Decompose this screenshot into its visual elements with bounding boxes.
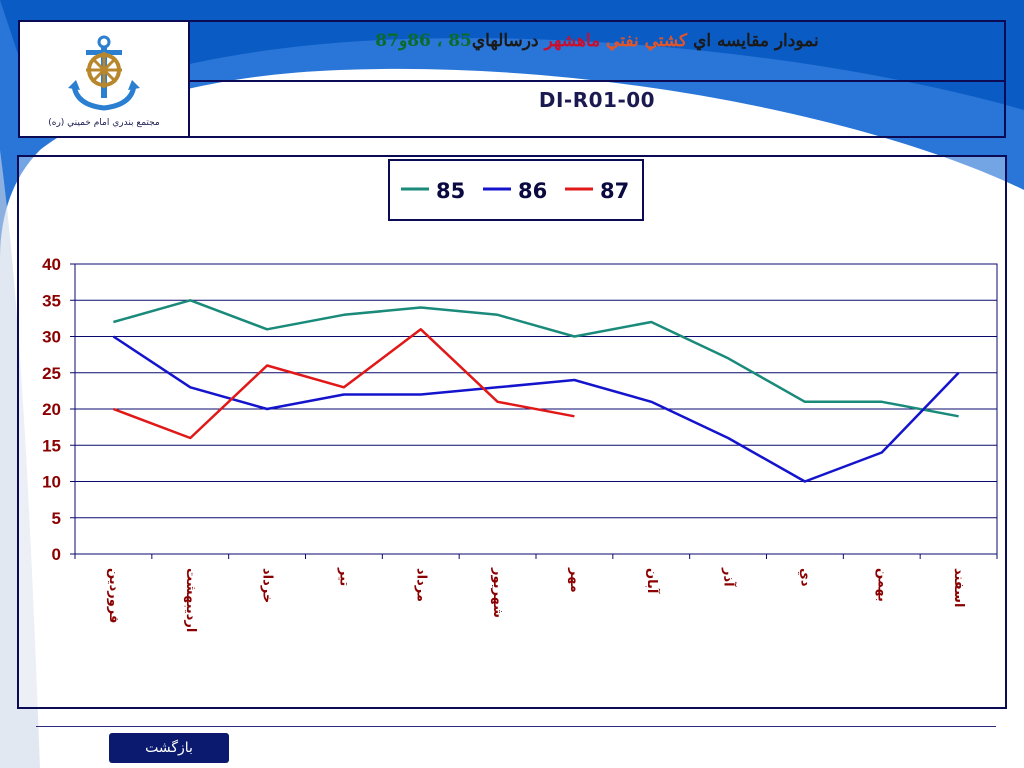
title-part-1: نمودار مقايسه اي xyxy=(687,31,819,51)
series-line-86 xyxy=(112,335,960,483)
y-tick-label: 25 xyxy=(42,364,61,383)
x-tick-label: آذر xyxy=(721,567,738,587)
x-tick-label: بهمن xyxy=(874,568,889,602)
back-button[interactable]: بازگشت xyxy=(109,733,229,763)
x-tick-label: خرداد xyxy=(260,568,275,603)
header-panel: مجتمع بندري امام خميني (ره) نمودار مقايس… xyxy=(18,20,1006,138)
series-line-85 xyxy=(113,299,959,418)
x-tick-label: فروردين xyxy=(106,568,121,623)
x-tick-label: ارديبهشت xyxy=(183,568,198,632)
title-part-4: درسالهاي xyxy=(471,31,539,51)
y-tick-label: 15 xyxy=(42,436,61,455)
y-tick-label: 10 xyxy=(42,473,61,492)
legend-label-87: 87 xyxy=(600,179,629,203)
legend-label-85: 85 xyxy=(436,179,465,203)
x-tick-label: آبان xyxy=(644,568,661,594)
y-tick-label: 5 xyxy=(52,509,61,528)
x-tick-label: اسفند xyxy=(951,568,966,607)
x-tick-label: شهريور xyxy=(490,567,505,618)
y-tick-label: 30 xyxy=(42,328,61,347)
title-part-3: ماهشهر xyxy=(538,31,607,51)
x-tick-label: تير xyxy=(336,567,351,586)
document-code: DI-R01-00 xyxy=(538,88,656,112)
line-chart: 0 5 10 15 20 25 30 35 40 فروردين ارديبهشت خرداد تير م… xyxy=(42,159,998,632)
anchor-logo-icon xyxy=(68,35,140,111)
legend-box xyxy=(388,159,644,221)
title-part-2: كشتي نفتي xyxy=(606,31,688,51)
logo-cell: مجتمع بندري امام خميني (ره) xyxy=(20,22,190,136)
x-tick-label: مهر xyxy=(567,567,582,593)
x-tick-label: مرداد xyxy=(413,568,428,602)
series-line-87 xyxy=(112,328,575,440)
page-title: نمودار مقايسه اي كشتي نفتي ماهشهر درساله… xyxy=(190,31,1004,51)
y-tick-label: 35 xyxy=(42,291,61,310)
logo-caption: مجتمع بندري امام خميني (ره) xyxy=(48,118,160,128)
chart-panel: 0 5 10 15 20 25 30 35 40 فروردين ارديبهشت خرداد تير م… xyxy=(17,155,1007,709)
y-tick-label: 0 xyxy=(52,545,61,564)
footer-divider xyxy=(36,726,996,727)
title-cell: نمودار مقايسه اي كشتي نفتي ماهشهر درساله… xyxy=(190,22,1004,82)
title-part-5: 85 ، 86و87 xyxy=(375,31,472,51)
x-tick-label: دي xyxy=(797,568,812,587)
y-tick-label: 20 xyxy=(42,400,61,419)
y-tick-label: 40 xyxy=(42,255,61,274)
legend-label-86: 86 xyxy=(518,179,547,203)
